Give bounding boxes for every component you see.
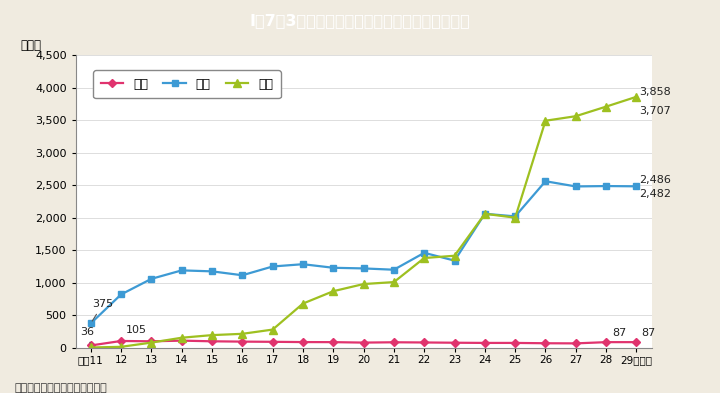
殺人 — [177, 338, 186, 343]
Line: 傷害: 傷害 — [88, 178, 639, 327]
殺人 — [572, 341, 580, 346]
傷害 — [602, 184, 611, 188]
殺人 — [299, 340, 307, 344]
Text: （件）: （件） — [21, 39, 42, 52]
殺人 — [359, 340, 368, 345]
暴行 — [359, 282, 368, 286]
殺人 — [269, 340, 277, 344]
暴行 — [207, 333, 216, 338]
殺人 — [390, 340, 398, 345]
暴行 — [420, 256, 428, 261]
暴行 — [238, 331, 247, 336]
殺人 — [602, 340, 611, 345]
傷害 — [480, 211, 489, 216]
傷害 — [329, 265, 338, 270]
傷害 — [147, 277, 156, 281]
暴行 — [390, 280, 398, 285]
Text: I－7－3図　夫から妻への犯罪の検挙件数の推移: I－7－3図 夫から妻への犯罪の検挙件数の推移 — [250, 13, 470, 28]
Text: 375: 375 — [92, 299, 113, 321]
暴行 — [147, 340, 156, 345]
Text: 105: 105 — [125, 325, 147, 334]
傷害 — [572, 184, 580, 189]
傷害 — [420, 250, 428, 255]
暴行 — [117, 345, 125, 349]
傷害 — [450, 258, 459, 263]
Text: 87: 87 — [612, 328, 626, 338]
暴行 — [541, 118, 550, 123]
暴行 — [86, 345, 95, 350]
暴行 — [450, 253, 459, 258]
暴行 — [572, 114, 580, 119]
Line: 暴行: 暴行 — [87, 93, 640, 351]
殺人 — [86, 343, 95, 348]
傷害 — [299, 262, 307, 266]
暴行 — [269, 327, 277, 332]
暴行 — [177, 335, 186, 340]
Text: 36: 36 — [80, 327, 94, 343]
殺人 — [632, 340, 641, 345]
殺人 — [511, 341, 520, 345]
傷害 — [269, 264, 277, 269]
殺人 — [238, 339, 247, 344]
Legend: 殺人, 傷害, 暴行: 殺人, 傷害, 暴行 — [94, 70, 281, 98]
殺人 — [147, 339, 156, 343]
殺人 — [450, 340, 459, 345]
Text: （備考）警察庁資料より作成。: （備考）警察庁資料より作成。 — [14, 383, 107, 393]
傷害 — [117, 292, 125, 297]
傷害 — [238, 273, 247, 277]
殺人 — [480, 341, 489, 345]
暴行 — [480, 211, 489, 216]
Text: 2,486: 2,486 — [639, 175, 671, 185]
殺人 — [541, 341, 550, 345]
殺人 — [329, 340, 338, 345]
傷害 — [359, 266, 368, 271]
傷害 — [86, 321, 95, 326]
暴行 — [602, 104, 611, 109]
傷害 — [177, 268, 186, 273]
Line: 殺人: 殺人 — [88, 338, 639, 349]
Text: 87: 87 — [641, 328, 655, 338]
殺人 — [420, 340, 428, 345]
暴行 — [632, 94, 641, 99]
傷害 — [207, 269, 216, 274]
傷害 — [632, 184, 641, 189]
Text: 3,707: 3,707 — [639, 107, 671, 116]
暴行 — [329, 289, 338, 294]
傷害 — [511, 214, 520, 219]
Text: 2,482: 2,482 — [639, 189, 672, 199]
Text: 3,858: 3,858 — [639, 87, 671, 97]
暴行 — [511, 215, 520, 220]
暴行 — [299, 301, 307, 306]
殺人 — [207, 339, 216, 343]
傷害 — [541, 179, 550, 184]
殺人 — [117, 339, 125, 343]
傷害 — [390, 267, 398, 272]
